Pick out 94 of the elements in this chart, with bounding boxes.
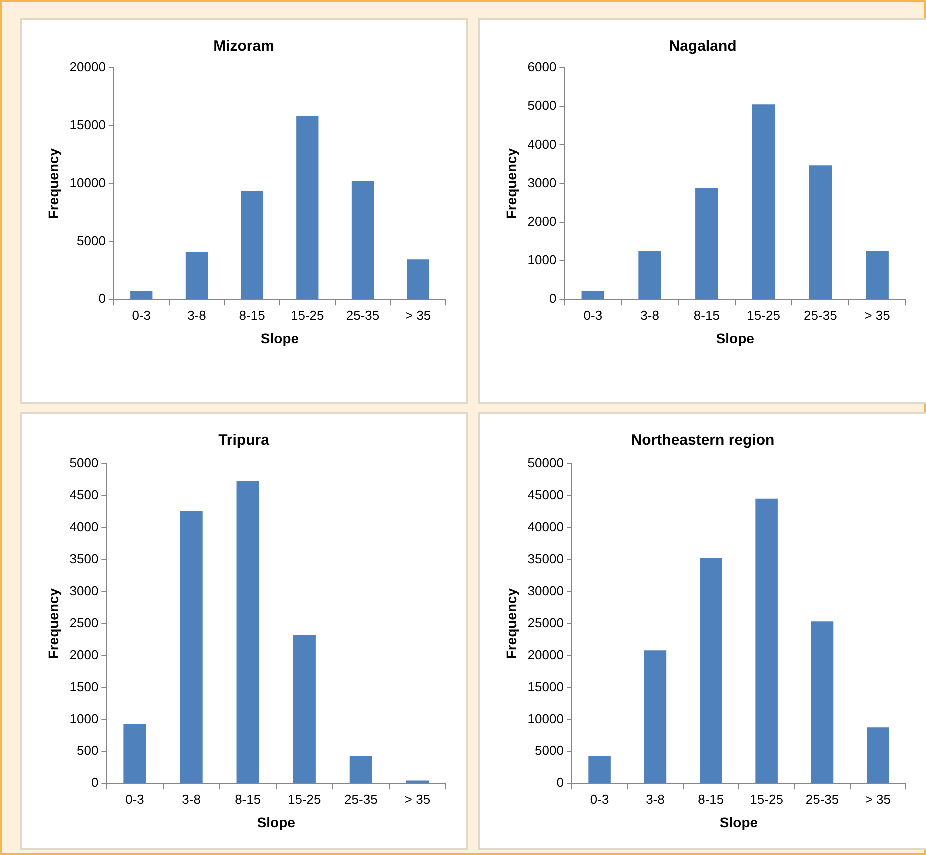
y-tick-label: 35000 bbox=[528, 551, 564, 566]
bar bbox=[700, 558, 722, 784]
y-tick-label: 0 bbox=[91, 775, 99, 790]
bar bbox=[644, 650, 667, 784]
bar bbox=[809, 166, 832, 300]
y-tick-label: 20000 bbox=[70, 60, 106, 75]
y-axis-title: Frequency bbox=[45, 148, 62, 220]
bar bbox=[186, 252, 208, 300]
y-tick-label: 3000 bbox=[528, 175, 557, 190]
y-tick-label: 5000 bbox=[528, 98, 557, 114]
x-tick-label: 25-35 bbox=[344, 792, 378, 807]
y-tick-label: 4000 bbox=[528, 136, 557, 152]
bar bbox=[130, 291, 153, 300]
x-axis-title: Slope bbox=[716, 330, 755, 346]
bar bbox=[350, 756, 372, 784]
bar bbox=[867, 728, 890, 784]
y-tick-label: 30000 bbox=[528, 583, 564, 598]
y-tick-label: 15000 bbox=[528, 679, 564, 694]
x-axis-title: Slope bbox=[260, 330, 300, 346]
x-tick-label: 8-15 bbox=[694, 308, 720, 323]
chart-title: Tripura bbox=[218, 432, 270, 450]
x-tick-label: 3-8 bbox=[188, 308, 206, 323]
y-tick-label: 3500 bbox=[70, 551, 99, 566]
x-tick-label: 0-3 bbox=[590, 792, 610, 807]
y-tick-label: 15000 bbox=[70, 117, 106, 132]
y-tick-label: 1000 bbox=[70, 711, 99, 726]
x-axis-title: Slope bbox=[257, 814, 296, 830]
bar bbox=[124, 724, 146, 784]
bar bbox=[696, 188, 718, 300]
y-tick-label: 4500 bbox=[70, 488, 99, 503]
x-tick-label: 25-35 bbox=[804, 308, 838, 323]
bar bbox=[588, 756, 611, 784]
x-tick-label: 0-3 bbox=[126, 792, 144, 807]
x-tick-label: 25-35 bbox=[806, 792, 840, 807]
bar bbox=[352, 181, 374, 300]
bar bbox=[236, 481, 260, 784]
y-tick-label: 1000 bbox=[528, 252, 557, 268]
bar bbox=[180, 510, 203, 784]
bar bbox=[296, 116, 319, 300]
x-tick-label: > 35 bbox=[865, 792, 891, 807]
chart-title: Northeastern region bbox=[631, 432, 775, 450]
y-tick-label: 3000 bbox=[70, 583, 99, 598]
bar bbox=[582, 291, 605, 300]
bar bbox=[756, 498, 778, 784]
bar bbox=[407, 260, 430, 300]
x-tick-label: 0-3 bbox=[584, 308, 603, 323]
y-tick-label: 1500 bbox=[70, 679, 99, 694]
chart-title: Nagaland bbox=[669, 38, 737, 56]
y-tick-label: 5000 bbox=[535, 743, 564, 758]
y-tick-label: 5000 bbox=[70, 456, 99, 471]
y-axis-title: Frequency bbox=[45, 588, 62, 660]
x-tick-label: 15-25 bbox=[747, 308, 780, 323]
y-axis-title: Frequency bbox=[503, 148, 520, 220]
x-tick-label: 15-25 bbox=[291, 308, 324, 323]
chart-title: Mizoram bbox=[214, 38, 274, 56]
y-tick-label: 10000 bbox=[528, 711, 564, 726]
y-tick-label: 10000 bbox=[70, 175, 106, 190]
y-tick-label: 40000 bbox=[528, 520, 564, 534]
y-tick-label: 5000 bbox=[77, 233, 106, 248]
y-axis-title: Frequency bbox=[503, 588, 520, 660]
x-tick-label: 3-8 bbox=[646, 792, 665, 807]
x-tick-label: > 35 bbox=[864, 308, 890, 323]
y-tick-label: 50000 bbox=[528, 456, 564, 471]
y-tick-label: 4000 bbox=[70, 520, 99, 534]
y-tick-label: 2500 bbox=[70, 615, 99, 630]
bar bbox=[406, 780, 430, 784]
bar bbox=[752, 104, 776, 300]
x-tick-label: 8-15 bbox=[698, 792, 724, 807]
x-tick-label: 0-3 bbox=[132, 308, 152, 323]
x-tick-label: 3-8 bbox=[182, 792, 201, 807]
x-axis-title: Slope bbox=[720, 814, 758, 830]
y-tick-label: 0 bbox=[556, 775, 564, 790]
bar bbox=[811, 622, 834, 784]
y-tick-label: 0 bbox=[98, 291, 106, 306]
y-tick-label: 45000 bbox=[528, 488, 564, 503]
y-tick-label: 0 bbox=[549, 291, 557, 306]
bar bbox=[293, 634, 316, 784]
y-tick-label: 20000 bbox=[528, 647, 564, 662]
x-tick-label: 15-25 bbox=[750, 792, 784, 807]
x-tick-label: 15-25 bbox=[288, 792, 322, 807]
y-tick-label: 2000 bbox=[528, 214, 557, 229]
y-tick-label: 2000 bbox=[70, 647, 99, 662]
x-tick-label: 25-35 bbox=[346, 308, 380, 323]
bar bbox=[638, 251, 662, 300]
x-tick-label: > 35 bbox=[405, 308, 432, 323]
y-tick-label: 500 bbox=[77, 743, 99, 758]
x-tick-label: 8-15 bbox=[239, 308, 266, 323]
x-tick-label: > 35 bbox=[404, 792, 431, 807]
bar bbox=[241, 191, 264, 300]
y-tick-label: 25000 bbox=[528, 615, 564, 630]
y-tick-label: 6000 bbox=[528, 60, 557, 75]
bar bbox=[866, 250, 889, 300]
x-tick-label: 8-15 bbox=[235, 792, 262, 807]
x-tick-label: 3-8 bbox=[640, 308, 660, 323]
